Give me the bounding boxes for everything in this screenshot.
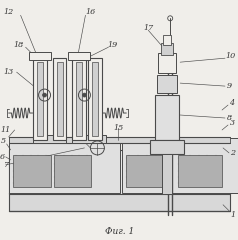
Bar [33, 135, 66, 143]
Bar [56, 62, 63, 136]
Bar [29, 52, 50, 60]
Bar [13, 155, 50, 187]
Text: 17: 17 [143, 24, 153, 32]
Text: 13: 13 [4, 68, 14, 76]
Bar [150, 140, 184, 154]
Bar [9, 193, 230, 211]
Text: 15: 15 [113, 124, 124, 132]
Text: Фиг. 1: Фиг. 1 [105, 227, 134, 236]
Bar [162, 154, 172, 194]
Bar [33, 58, 47, 140]
Text: 1: 1 [230, 211, 236, 219]
Bar [54, 155, 91, 187]
Bar [178, 155, 222, 187]
Bar [157, 75, 177, 93]
Circle shape [43, 93, 47, 97]
Text: 2: 2 [230, 149, 236, 157]
Text: 11: 11 [0, 126, 11, 134]
Circle shape [82, 93, 86, 97]
Text: 18: 18 [14, 41, 24, 49]
Bar [161, 43, 173, 55]
Bar [9, 150, 230, 194]
Bar [53, 58, 66, 140]
Text: 8: 8 [227, 114, 232, 122]
Text: 10: 10 [226, 52, 236, 60]
Bar [76, 62, 82, 136]
Bar [122, 138, 238, 193]
Bar [155, 95, 179, 140]
Text: 16: 16 [85, 8, 95, 16]
Text: 7: 7 [3, 161, 8, 169]
Bar [9, 138, 120, 193]
Bar [73, 135, 106, 143]
Bar [69, 52, 90, 60]
Text: 3: 3 [229, 119, 235, 127]
Bar [37, 62, 43, 136]
Bar [92, 62, 98, 136]
Bar [126, 155, 170, 187]
Text: 5: 5 [1, 137, 6, 145]
Bar [158, 53, 176, 73]
Text: 19: 19 [107, 41, 118, 49]
Text: 6: 6 [0, 153, 5, 161]
Bar [9, 137, 230, 143]
Text: 9: 9 [227, 82, 232, 90]
Bar [73, 58, 86, 140]
Text: 4: 4 [229, 99, 235, 107]
Bar [163, 35, 171, 45]
Bar [89, 58, 102, 140]
Text: 12: 12 [4, 8, 14, 16]
